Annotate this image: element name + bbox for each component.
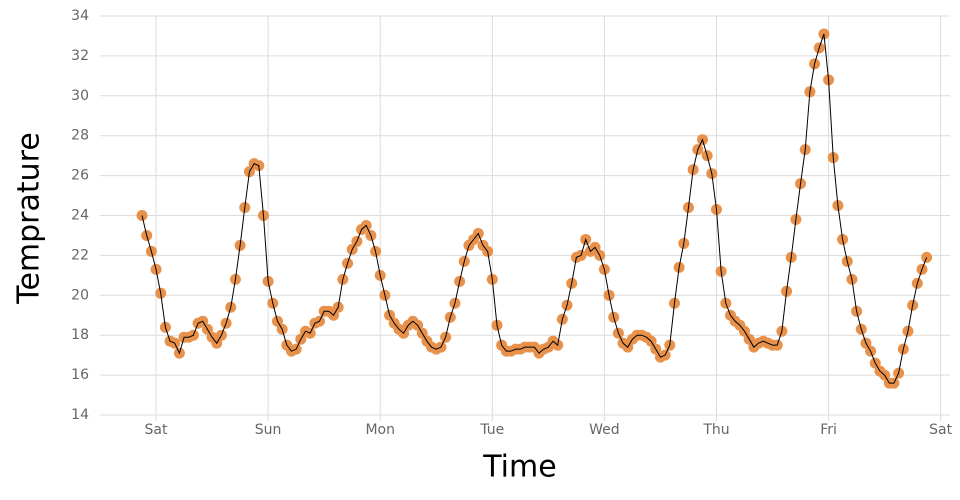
y-tick-label: 34 (71, 8, 89, 24)
y-tick-label: 30 (71, 88, 89, 104)
x-tick-label: Fri (820, 422, 837, 438)
x-tick-label: Mon (365, 422, 395, 438)
y-tick-label: 28 (71, 128, 89, 144)
y-tick-label: 14 (71, 407, 89, 423)
y-tick-label: 26 (71, 168, 89, 184)
x-tick-label: Thu (702, 422, 729, 438)
x-tick-label: Sat (145, 422, 168, 438)
y-tick-label: 16 (71, 367, 89, 383)
y-tick-label: 20 (71, 287, 89, 303)
x-tick-label: Tue (479, 422, 504, 438)
x-tick-label: Sun (255, 422, 282, 438)
x-tick-label: Sat (929, 422, 952, 438)
y-tick-label: 18 (71, 327, 89, 343)
y-axis-title: Temprature (12, 132, 47, 305)
data-line (141, 33, 928, 384)
y-tick-label: 32 (71, 48, 89, 64)
y-tick-label: 24 (71, 208, 89, 224)
y-tick-label: 22 (71, 247, 89, 263)
x-axis-title: Time (482, 450, 556, 485)
x-tick-label: Wed (589, 422, 620, 438)
